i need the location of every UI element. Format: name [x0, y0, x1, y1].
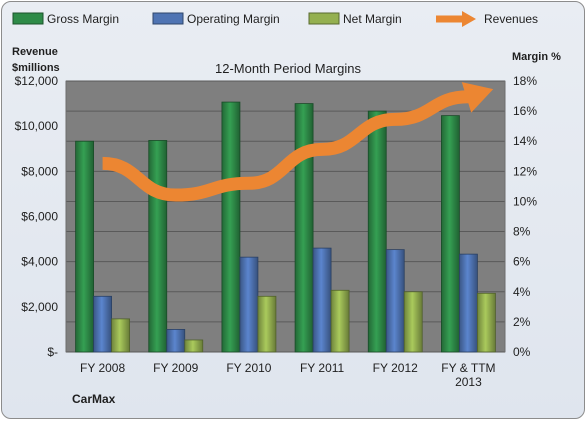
plot-background	[65, 80, 506, 353]
bar-net-margin	[403, 291, 423, 353]
bar-operating-margin	[312, 247, 332, 353]
bar-gross-margin	[75, 140, 94, 353]
plot-area	[65, 80, 506, 353]
legend-label-revenues: Revenues	[484, 12, 538, 26]
bar-operating-margin	[93, 295, 112, 353]
right-tick-label: 0%	[513, 345, 531, 359]
right-tick-label: 14%	[513, 134, 537, 148]
legend-label-net-margin: Net Margin	[343, 12, 402, 26]
right-axis-title: Margin %	[512, 51, 561, 63]
bar-gross-margin	[221, 101, 241, 353]
right-tick-label: 16%	[513, 104, 537, 118]
bar-operating-margin	[166, 329, 186, 353]
legend-arrowhead-revenues	[462, 11, 476, 27]
x-tick-label: FY 2008	[80, 361, 125, 375]
x-tick-label: FY 2009	[153, 361, 198, 375]
bar-net-margin	[184, 339, 204, 353]
legend-swatch-net-margin	[308, 12, 340, 25]
legend-label-gross-margin: Gross Margin	[47, 12, 119, 26]
revenue-arrowhead	[461, 82, 494, 113]
chart-title: 12-Month Period Margins	[215, 61, 361, 76]
bar-gross-margin	[441, 115, 460, 353]
company-label: CarMax	[72, 392, 116, 406]
bar-operating-margin	[459, 253, 478, 353]
bar-net-margin	[111, 318, 130, 353]
left-axis-ticks: $- $2,000 $4,000 $6,000 $8,000 $10,000 $12,000	[15, 74, 59, 359]
bar-series	[75, 101, 496, 353]
bar-gross-margin	[367, 110, 387, 353]
bar-net-margin	[477, 292, 496, 353]
x-tick-label: FY 2010	[226, 361, 271, 375]
bar-operating-margin	[239, 256, 259, 353]
left-tick-label: $4,000	[21, 255, 58, 269]
left-tick-label: $8,000	[21, 164, 58, 178]
x-tick-label: FY 2011	[300, 361, 345, 375]
left-axis-title-line2: $millions	[12, 62, 60, 74]
left-tick-label: $-	[47, 345, 58, 359]
right-axis-ticks: 0% 2% 4% 6% 8% 10% 12% 14% 16% 18%	[513, 74, 537, 359]
x-tick-label: FY & TTM	[441, 361, 495, 375]
left-tick-label: $10,000	[15, 119, 59, 133]
x-axis-ticks: FY 2008 FY 2009 FY 2010 FY 2011 FY 2012 FY & …	[80, 361, 496, 389]
bar-net-margin	[257, 295, 277, 353]
legend-swatch-gross-margin	[12, 12, 44, 25]
x-tick-label: FY 2012	[373, 361, 418, 375]
bar-gross-margin	[294, 103, 314, 353]
revenue-line	[102, 90, 469, 202]
bar-net-margin	[330, 289, 350, 353]
legend-label-operating-margin: Operating Margin	[187, 12, 280, 26]
right-tick-label: 12%	[513, 164, 537, 178]
left-tick-label: $12,000	[15, 74, 59, 88]
left-tick-label: $2,000	[21, 300, 58, 314]
right-tick-label: 8%	[513, 225, 531, 239]
right-tick-label: 10%	[513, 194, 537, 208]
bar-gross-margin	[148, 140, 168, 353]
left-axis-title-line1: Revenue	[12, 46, 58, 58]
right-tick-label: 18%	[513, 74, 537, 88]
revenue-series	[102, 82, 494, 202]
x-tick-label: 2013	[455, 375, 482, 389]
right-tick-label: 4%	[513, 285, 531, 299]
bar-operating-margin	[385, 249, 405, 353]
right-tick-label: 6%	[513, 255, 531, 269]
legend: Gross Margin Operating Margin Net Margin Re…	[12, 11, 538, 27]
legend-swatch-operating-margin	[152, 12, 184, 25]
left-tick-label: $6,000	[21, 210, 58, 224]
right-tick-label: 2%	[513, 315, 531, 329]
